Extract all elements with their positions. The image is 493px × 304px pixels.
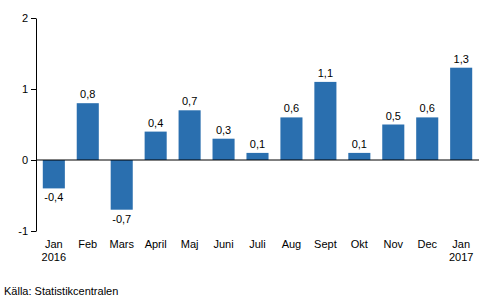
- source: Källa: Statistikcentralen: [4, 285, 118, 297]
- tick: 2: [22, 12, 36, 24]
- tick: Juli: [249, 237, 266, 250]
- bar: [111, 160, 133, 210]
- data-labels: -0,4 0,8 -0,7 0,4 0,7 0,3 0,1 0,6 1,1 0,1 0,5 0,6 1,…: [44, 53, 468, 225]
- tick-mark: [31, 160, 36, 161]
- tick-label: 1: [22, 83, 28, 95]
- bar: [145, 132, 167, 160]
- data-label: 0,4: [148, 117, 163, 129]
- axis-line: [36, 19, 37, 232]
- tick: Sept: [314, 237, 337, 250]
- bar: [382, 125, 404, 161]
- tick: April: [145, 237, 167, 250]
- baseline: [36, 160, 479, 161]
- tick-label-line: Okt: [351, 238, 368, 250]
- bar: [179, 110, 201, 160]
- data-label: 0,3: [216, 124, 231, 136]
- tick-label: Maj: [181, 238, 199, 250]
- tick: Maj: [181, 237, 199, 250]
- tick: Aug: [282, 237, 302, 250]
- data-label: 0,1: [352, 138, 367, 150]
- tick-label-line: Jan: [45, 238, 63, 250]
- bar: [280, 117, 302, 160]
- data-label: 1,3: [454, 53, 469, 65]
- tick-mark: [31, 89, 36, 90]
- bar: [314, 82, 336, 160]
- bars: [43, 68, 472, 210]
- tick: 0: [22, 154, 36, 166]
- tick-label-line: April: [145, 238, 167, 250]
- tick: Nov: [384, 237, 404, 250]
- tick-label: -1: [18, 225, 28, 237]
- data-label: 1,1: [318, 67, 333, 79]
- tick-mark: [31, 231, 36, 232]
- tick: Jan2017: [449, 237, 473, 263]
- tick-label: 2: [22, 12, 28, 24]
- tick-label: Nov: [384, 238, 404, 250]
- tick: Okt: [351, 237, 368, 250]
- tick-label-line: Nov: [384, 238, 404, 250]
- tick-label: Feb: [78, 238, 97, 250]
- data-label: 0,5: [386, 110, 401, 122]
- bar: [77, 103, 99, 160]
- tick-label: April: [145, 238, 167, 250]
- tick: Dec: [417, 237, 437, 250]
- chart: -1012Jan2016FebMarsAprilMajJuniJuliAugSe…: [0, 0, 493, 304]
- tick: Jan2016: [42, 237, 66, 263]
- tick-label-line: Juli: [249, 238, 266, 250]
- tick-label: Mars: [109, 238, 134, 250]
- x-axis: Jan2016FebMarsAprilMajJuniJuliAugSeptOkt…: [42, 237, 474, 263]
- bar: [416, 117, 438, 160]
- y-axis: -1 0 1 2: [18, 12, 36, 237]
- tick: -1: [18, 225, 36, 237]
- bar: [213, 139, 235, 160]
- bar: [246, 153, 268, 160]
- data-label: -0,7: [112, 213, 131, 225]
- plot: -1012Jan2016FebMarsAprilMajJuniJuliAugSe…: [18, 12, 479, 263]
- bar: [348, 153, 370, 160]
- tick-label-line: Feb: [78, 238, 97, 250]
- tick: Juni: [213, 237, 233, 250]
- tick-label: Juni: [213, 238, 233, 250]
- tick-label: Sept: [314, 238, 337, 250]
- tick-mark: [31, 18, 36, 19]
- tick-label-line: Mars: [109, 238, 134, 250]
- tick-label-line: Juni: [213, 238, 233, 250]
- data-label: 0,8: [80, 88, 95, 100]
- tick: 1: [22, 83, 36, 95]
- tick-label: Juli: [249, 238, 266, 250]
- bar: [43, 160, 65, 188]
- tick-label: Aug: [282, 238, 302, 250]
- tick-label: Jan2017: [449, 238, 473, 263]
- tick-label-line: 2017: [449, 251, 473, 263]
- tick-label-line: Aug: [282, 238, 302, 250]
- data-label: 0,6: [420, 102, 435, 114]
- data-label: 0,1: [250, 138, 265, 150]
- tick-label: Dec: [417, 238, 437, 250]
- tick-label: 0: [22, 154, 28, 166]
- data-label: -0,4: [44, 191, 63, 203]
- tick-label: Okt: [351, 238, 368, 250]
- tick-label-line: Jan: [452, 238, 470, 250]
- tick-label-line: Sept: [314, 238, 337, 250]
- tick: Feb: [78, 237, 97, 250]
- tick: Mars: [109, 237, 134, 250]
- tick-label-line: 2016: [42, 251, 66, 263]
- tick-label: Jan2016: [42, 238, 66, 263]
- tick-label-line: Maj: [181, 238, 199, 250]
- bar: [450, 68, 472, 160]
- data-label: 0,6: [284, 102, 299, 114]
- data-label: 0,7: [182, 95, 197, 107]
- tick-label-line: Dec: [417, 238, 437, 250]
